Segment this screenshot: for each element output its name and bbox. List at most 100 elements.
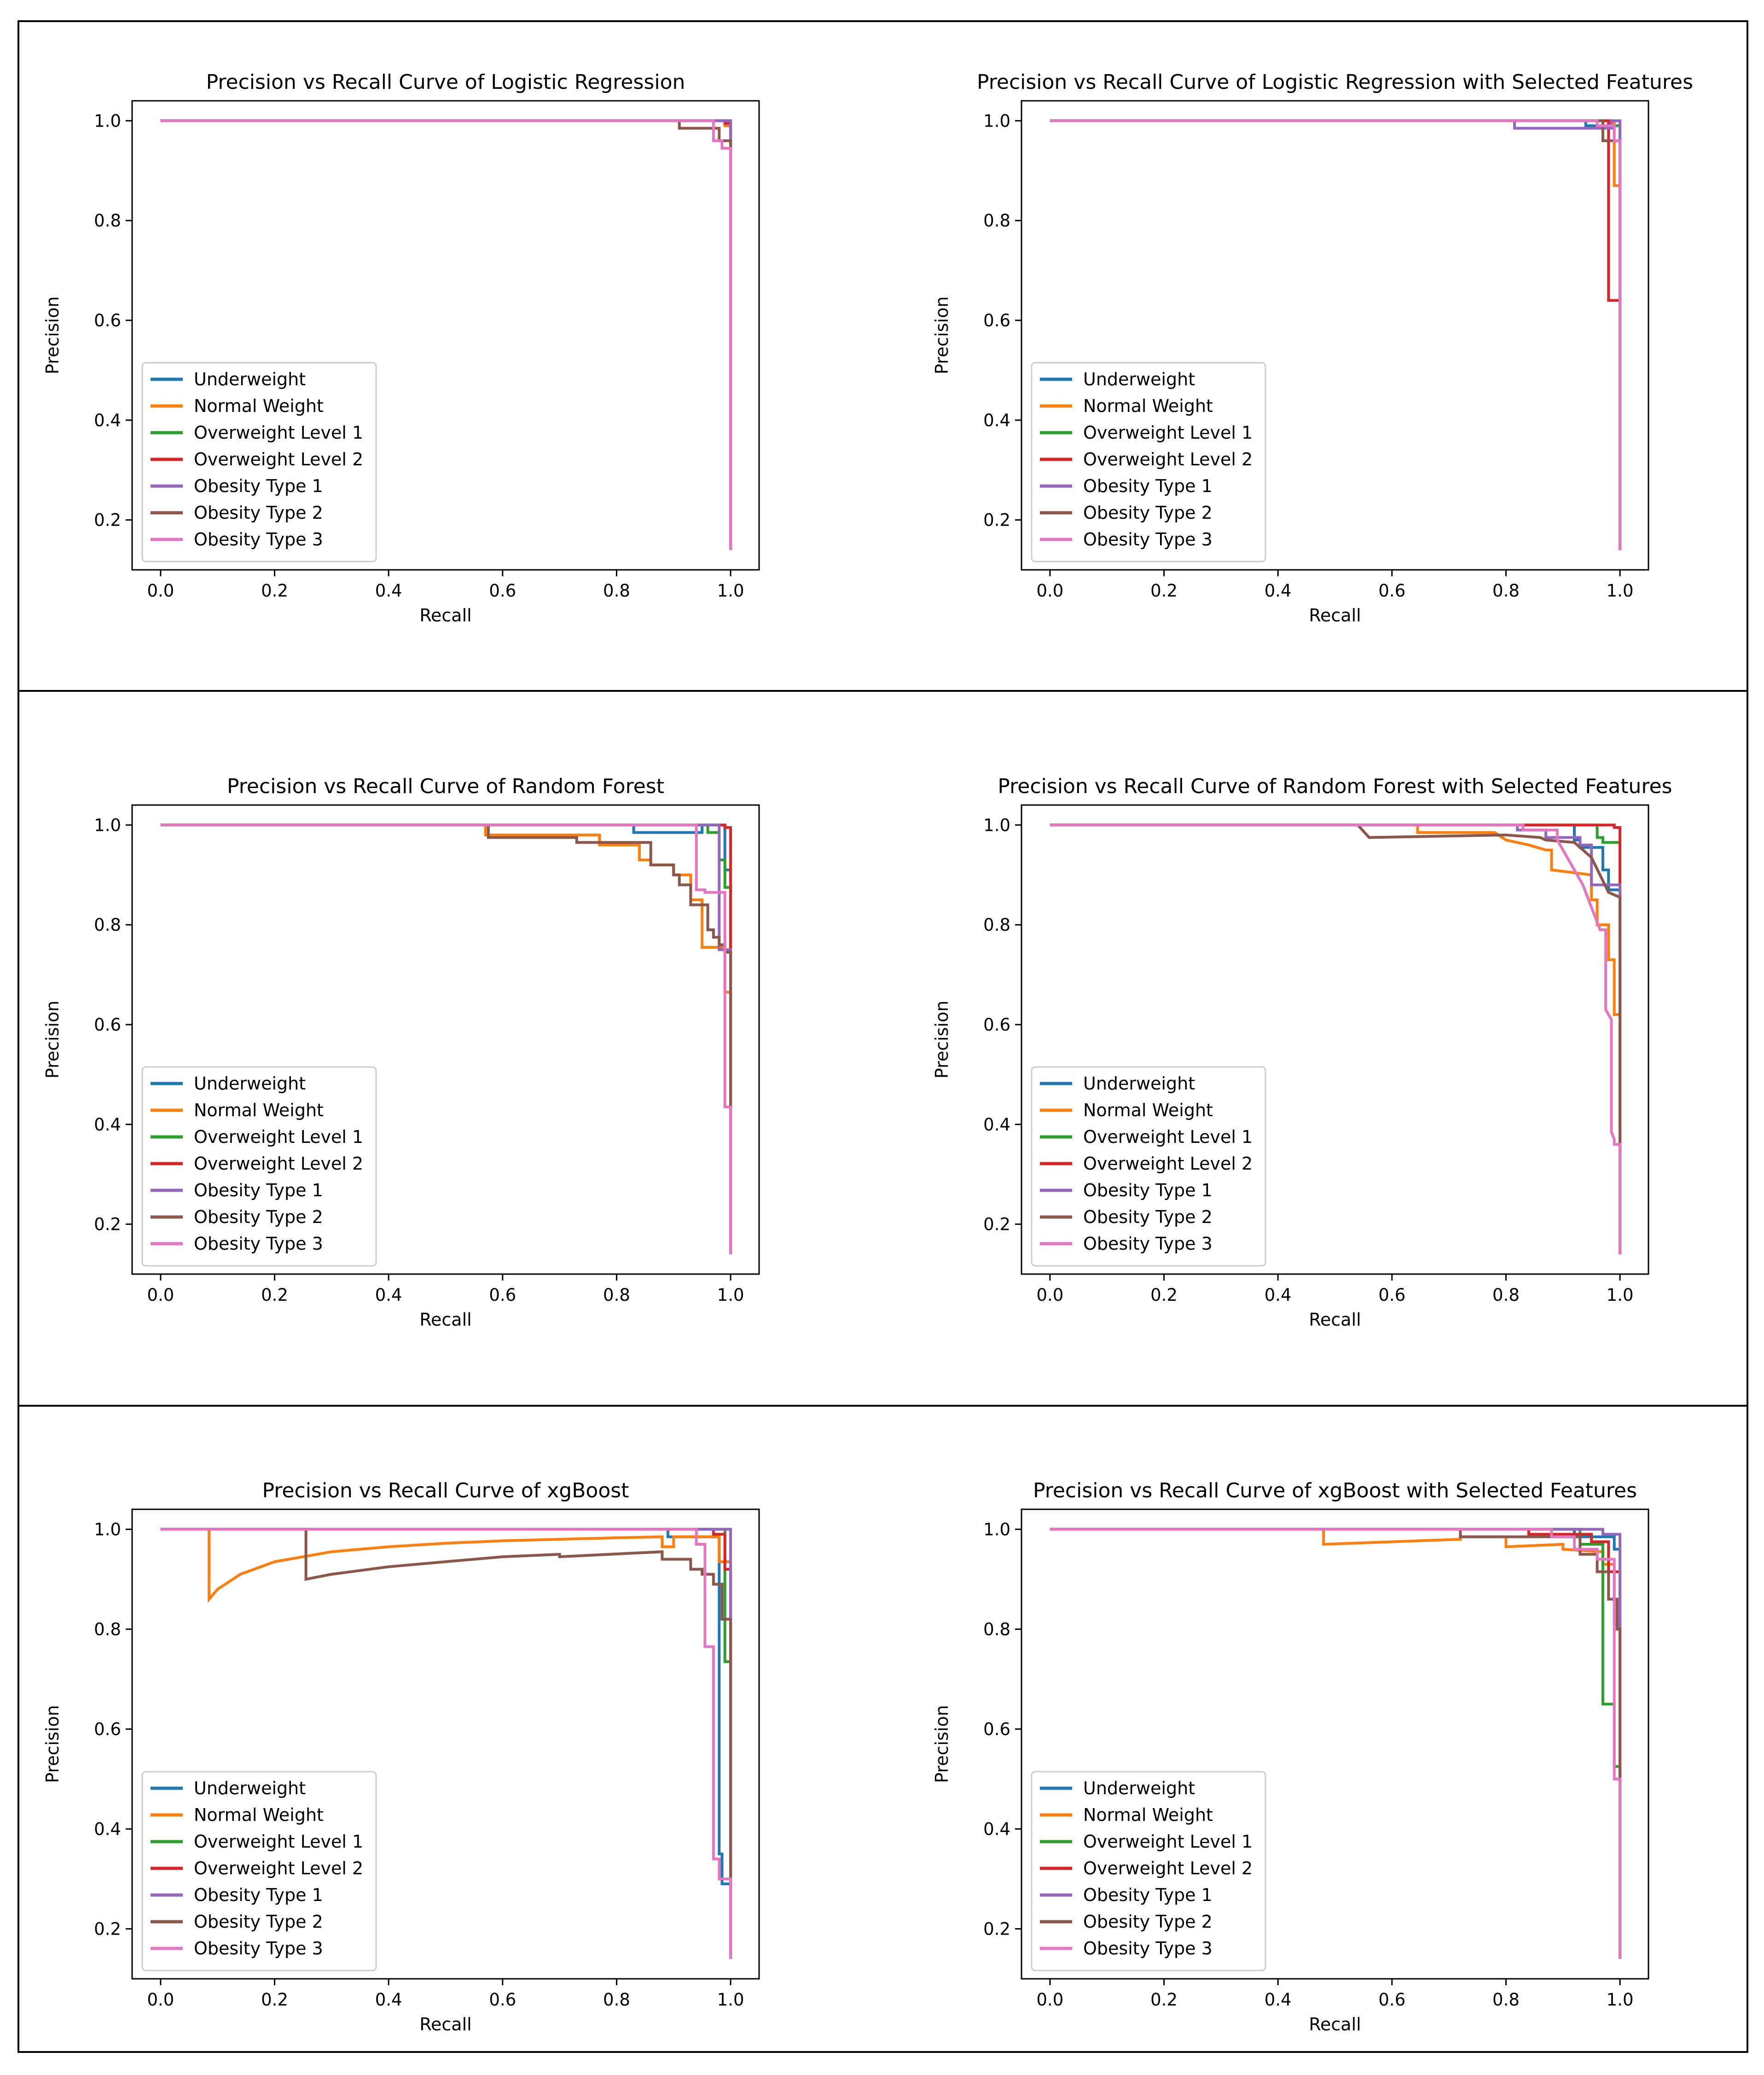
x-tick-label: 0.8 [1492, 1285, 1520, 1305]
legend-box [1031, 1066, 1266, 1267]
legend-label: Obesity Type 3 [194, 1234, 323, 1254]
legend-label: Obesity Type 2 [1083, 503, 1213, 523]
y-tick-label: 0.8 [94, 211, 121, 231]
chart-title: Precision vs Recall Curve of Logistic Re… [977, 70, 1693, 94]
chart-title: Precision vs Recall Curve of xgBoost [262, 1479, 629, 1502]
series-line-obesity-type-2 [160, 823, 732, 1254]
legend-label: Obesity Type 3 [194, 529, 323, 550]
legend-label: Overweight Level 2 [1083, 1153, 1253, 1174]
legend-label: Obesity Type 1 [1083, 1180, 1213, 1200]
x-tick-label: 0.2 [1150, 1285, 1178, 1305]
y-tick-label: 1.0 [983, 815, 1010, 835]
legend: Underweight Normal Weight Overweight Level… [1031, 1771, 1266, 1971]
x-tick-label: 0.0 [1036, 1285, 1063, 1305]
x-tick-label: 0.0 [147, 1990, 174, 2010]
legend-label: Obesity Type 2 [194, 1207, 323, 1227]
legend-label: Overweight Level 1 [1083, 423, 1253, 443]
legend-label: Obesity Type 3 [194, 1938, 323, 1959]
x-tick-label: 0.0 [1036, 1990, 1063, 2010]
legend-box [141, 1771, 377, 1971]
y-tick-label: 0.4 [94, 1115, 121, 1135]
y-tick-label: 0.6 [94, 1719, 121, 1739]
legend-label: Obesity Type 1 [194, 1885, 323, 1905]
series-group [1050, 119, 1622, 550]
y-axis-label: Precision [42, 296, 63, 375]
x-tick-label: 0.2 [1150, 1990, 1178, 2010]
legend-label: Obesity Type 1 [194, 1180, 323, 1200]
legend: Underweight Normal Weight Overweight Level… [1031, 362, 1266, 562]
chart-title: Precision vs Recall Curve of Random Fore… [998, 775, 1672, 798]
series-group [1050, 1528, 1622, 1959]
y-axis-label: Precision [932, 1001, 952, 1079]
plot-area-frame [1021, 804, 1649, 1275]
y-axis-label: Precision [932, 296, 952, 375]
x-tick-label: 0.0 [147, 581, 174, 601]
y-tick-label: 0.2 [983, 510, 1010, 530]
y-tick-label: 0.6 [983, 1719, 1010, 1739]
x-tick-label: 1.0 [717, 1285, 744, 1305]
x-tick-label: 0.8 [603, 1990, 630, 2010]
x-tick-label: 0.6 [1378, 1990, 1405, 2010]
y-axis-label: Precision [42, 1001, 63, 1079]
legend-label: Overweight Level 2 [194, 1153, 363, 1174]
y-tick-label: 1.0 [983, 111, 1010, 131]
legend-label: Obesity Type 3 [1083, 1938, 1213, 1959]
legend-box [1031, 1771, 1266, 1971]
x-tick-label: 0.4 [375, 1285, 402, 1305]
legend-label: Underweight [194, 1073, 306, 1094]
y-axis-label: Precision [932, 1705, 952, 1783]
series-group [160, 1528, 732, 1959]
y-tick-label: 0.2 [94, 1215, 121, 1235]
series-line-obesity-type-1 [1050, 823, 1622, 1254]
chart-panel-3: 0.0 0.2 0.4 0.6 0.8 1.0 0.2 0.4 0.6 0.8 1.0 Precisi… [42, 775, 760, 1330]
chart-title: Precision vs Recall Curve of Logistic Re… [206, 70, 685, 94]
y-tick-label: 1.0 [94, 111, 121, 131]
legend-label: Underweight [194, 1778, 306, 1798]
y-axis-label: Precision [42, 1705, 63, 1783]
x-tick-label: 0.4 [375, 1990, 402, 2010]
y-tick-label: 0.4 [983, 411, 1010, 430]
y-tick-label: 0.2 [983, 1215, 1010, 1235]
x-axis-label: Recall [419, 605, 471, 626]
series-line-underweight [160, 1528, 732, 1959]
plot-area-frame [1021, 100, 1649, 571]
chart-panel-1: 0.0 0.2 0.4 0.6 0.8 1.0 0.2 0.4 0.6 0.8 1.0 Precisi… [42, 70, 760, 626]
series-line-obesity-type-3 [160, 119, 732, 550]
legend-label: Obesity Type 1 [1083, 476, 1213, 496]
legend-label: Obesity Type 3 [1083, 529, 1213, 550]
series-group [160, 119, 732, 550]
chart-panel-4: 0.0 0.2 0.4 0.6 0.8 1.0 0.2 0.4 0.6 0.8 1.0 Precisi… [932, 775, 1672, 1330]
legend: Underweight Normal Weight Overweight Level… [141, 1771, 377, 1971]
y-tick-label: 1.0 [94, 1519, 121, 1539]
legend: Underweight Normal Weight Overweight Level… [141, 1066, 377, 1267]
x-tick-label: 0.8 [1492, 1990, 1520, 2010]
x-axis-label: Recall [419, 1310, 471, 1330]
y-tick-label: 0.8 [94, 1619, 121, 1639]
y-tick-label: 0.4 [983, 1819, 1010, 1839]
x-tick-label: 1.0 [1607, 581, 1634, 601]
series-line-obesity-type-3 [1050, 823, 1622, 1254]
legend-label: Overweight Level 1 [194, 1832, 363, 1852]
y-tick-label: 0.4 [983, 1115, 1010, 1135]
plot-area-frame [131, 100, 760, 571]
chart-panel-5: 0.0 0.2 0.4 0.6 0.8 1.0 0.2 0.4 0.6 0.8 1.0 Precisi… [42, 1479, 760, 2034]
series-line-obesity-type-2 [1050, 1528, 1622, 1959]
y-tick-label: 0.4 [94, 411, 121, 430]
chart-title: Precision vs Recall Curve of Random Fore… [227, 775, 664, 798]
x-tick-label: 0.6 [1378, 1285, 1405, 1305]
legend-label: Obesity Type 2 [1083, 1912, 1213, 1932]
x-tick-label: 0.6 [489, 581, 516, 601]
chart-panel-6: 0.0 0.2 0.4 0.6 0.8 1.0 0.2 0.4 0.6 0.8 1.0 Precisi… [932, 1479, 1649, 2034]
y-tick-label: 0.8 [983, 915, 1010, 935]
x-tick-label: 0.8 [1492, 581, 1520, 601]
legend-label: Normal Weight [194, 1805, 324, 1825]
legend-label: Underweight [1083, 369, 1195, 389]
legend-label: Obesity Type 1 [194, 476, 323, 496]
x-tick-label: 1.0 [717, 1990, 744, 2010]
x-tick-label: 0.0 [147, 1285, 174, 1305]
x-tick-label: 0.8 [603, 581, 630, 601]
y-tick-label: 1.0 [983, 1519, 1010, 1539]
legend-label: Overweight Level 2 [194, 449, 363, 469]
legend-label: Overweight Level 1 [1083, 1127, 1253, 1147]
legend-label: Overweight Level 2 [1083, 1858, 1253, 1878]
